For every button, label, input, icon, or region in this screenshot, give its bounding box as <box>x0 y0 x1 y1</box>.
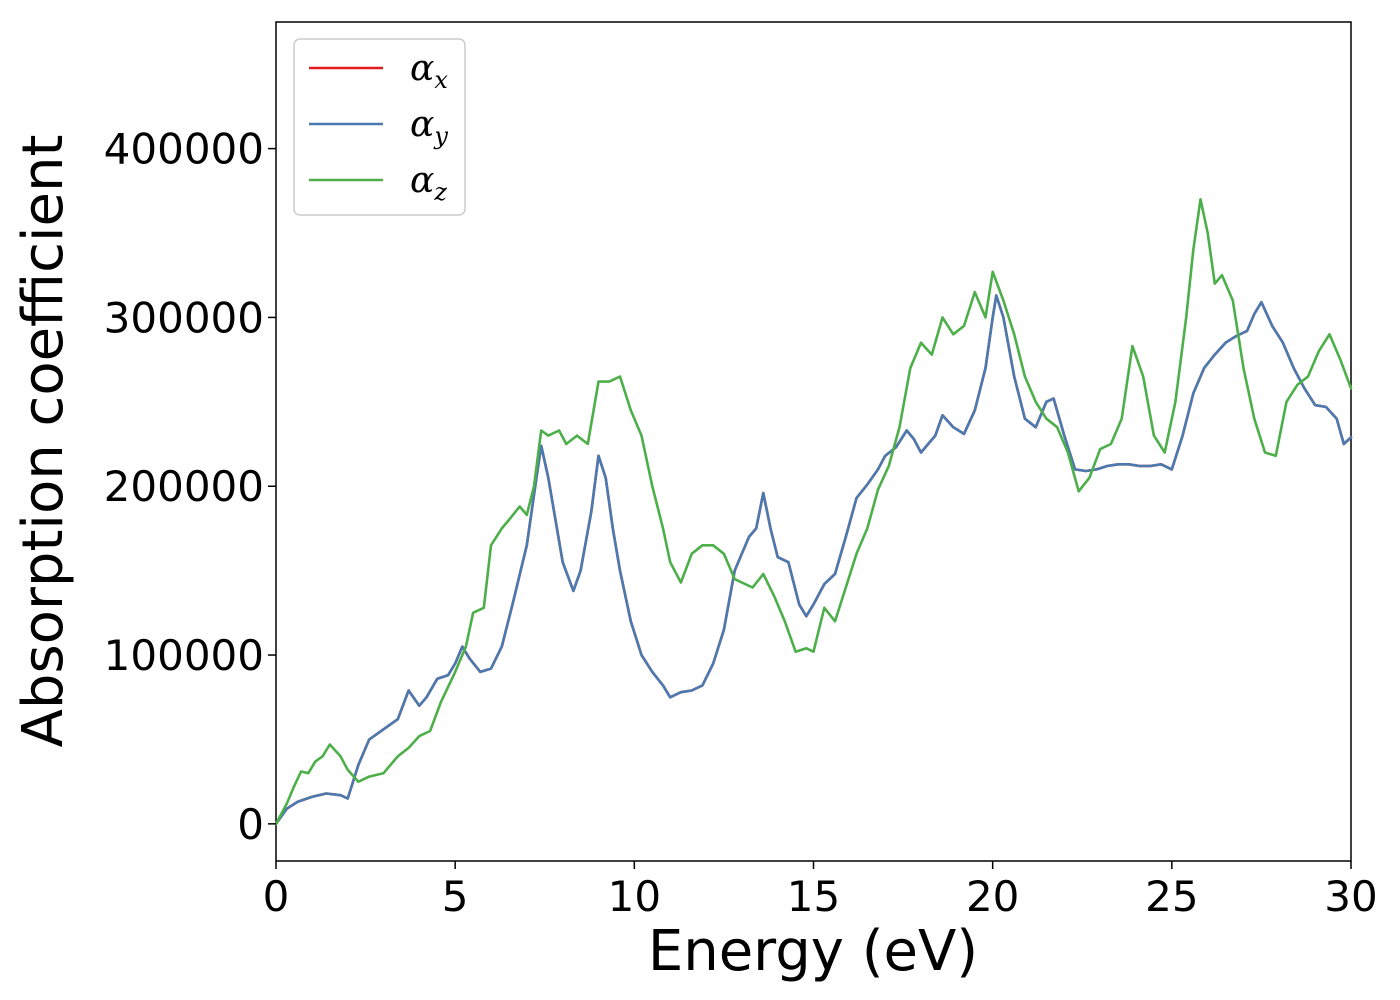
x-tick-label: 25 <box>1145 872 1198 921</box>
y-tick-label: 200000 <box>104 462 264 511</box>
x-tick-label: 10 <box>608 872 661 921</box>
x-tick-label: 20 <box>966 872 1019 921</box>
legend-label-x: αx <box>410 48 448 94</box>
x-tick-label: 15 <box>787 872 840 921</box>
x-axis-title: Energy (eV) <box>648 919 978 984</box>
x-tick-label: 5 <box>442 872 469 921</box>
legend-box <box>293 38 466 216</box>
y-tick-label: 100000 <box>104 631 264 680</box>
series-line-alpha-y <box>274 294 1353 826</box>
x-axis-ticks: 0 5 10 15 20 25 30 <box>263 861 1378 921</box>
legend-label-y: αy <box>410 104 448 150</box>
series-line-alpha-z <box>274 198 1353 826</box>
y-tick-label: 400000 <box>104 125 264 174</box>
x-tick-label: 0 <box>263 872 290 921</box>
legend-items: αx αy αz <box>309 48 448 206</box>
legend-label-z: αz <box>410 160 447 206</box>
y-axis-ticks: 0 100000 200000 300000 400000 <box>104 125 276 849</box>
y-tick-label: 300000 <box>104 293 264 342</box>
y-tick-label: 0 <box>237 800 264 849</box>
series-group <box>274 198 1353 826</box>
x-tick-label: 30 <box>1324 872 1377 921</box>
legend: αx αy αz <box>293 38 466 216</box>
y-axis-title: Absorption coefficient <box>11 135 76 748</box>
